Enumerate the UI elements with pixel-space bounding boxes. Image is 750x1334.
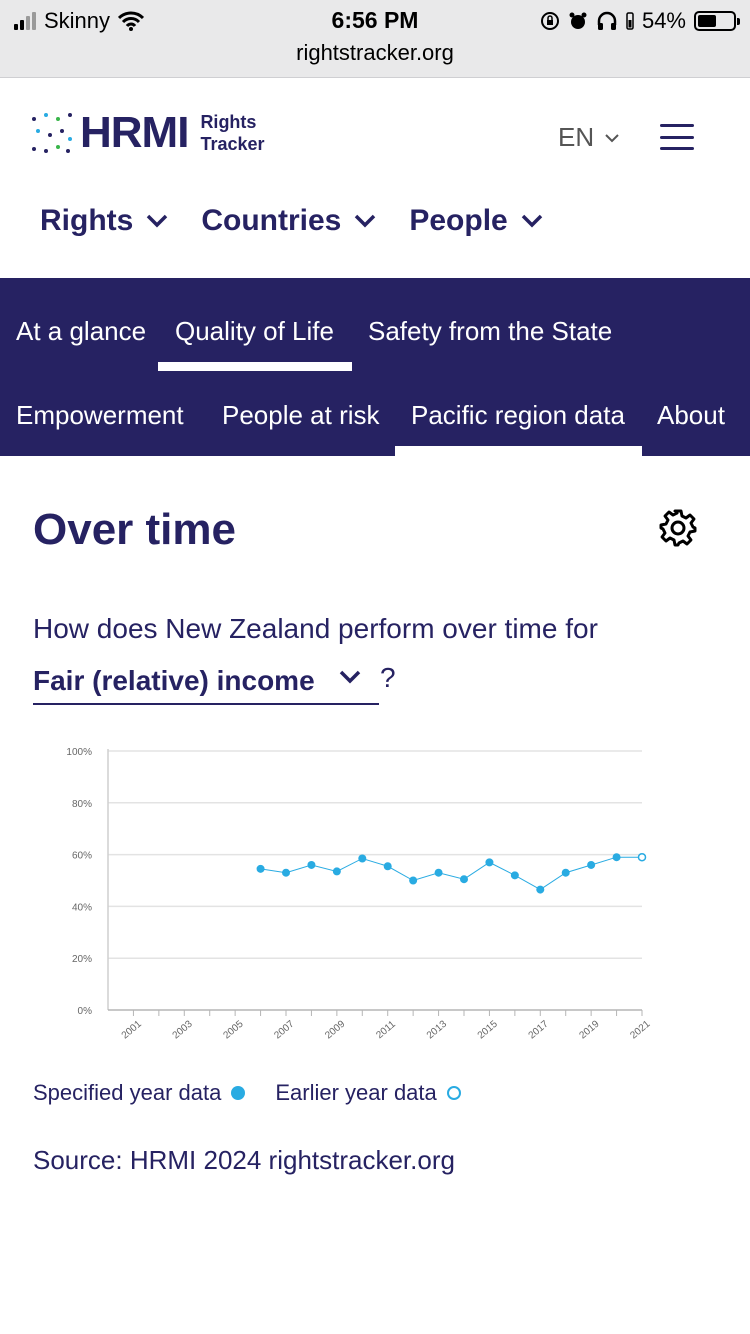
over-time-chart: 0% 20% 40% 60% 80% 100% 2001 2003 2005 2007 2009 20… (66, 747, 652, 1042)
carrier-group: Skinny (14, 8, 145, 34)
logo-sub-tracker: Tracker (200, 134, 265, 154)
tab-about[interactable]: About (657, 400, 725, 430)
question-mark: ? (380, 662, 396, 693)
chevron-down-icon (339, 670, 361, 684)
address-bar-url[interactable]: rightstracker.org (296, 40, 454, 65)
headphones-icon (597, 11, 617, 30)
source-note: Source: HRMI 2024 rightstracker.org (33, 1145, 455, 1175)
logo-dots-icon (32, 113, 72, 153)
nav-people-label: People (409, 204, 508, 237)
tab-at-a-glance[interactable]: At a glance (16, 316, 147, 346)
battery-percent: 54% (641, 8, 686, 33)
tab-people-at-risk[interactable]: People at risk (222, 400, 380, 430)
battery-mini-icon (626, 12, 634, 30)
data-point-specified (409, 876, 418, 885)
y-tick-label: 100% (66, 747, 92, 758)
y-tick-label: 20% (72, 954, 92, 965)
tab-empowerment[interactable]: Empowerment (16, 400, 184, 430)
section-tabs: At a glance Quality of Life Safety from … (0, 278, 750, 456)
y-tick-label: 0% (78, 1006, 93, 1017)
tab-hover-indicator (395, 446, 642, 456)
y-tick-label: 40% (72, 902, 92, 913)
legend-earlier-label: Earlier year data (275, 1080, 437, 1105)
x-tick-label: 2013 (425, 1018, 449, 1041)
data-point-specified (383, 862, 392, 871)
tab-safety-from-the-state[interactable]: Safety from the State (368, 316, 613, 346)
data-point-specified (510, 871, 519, 880)
x-tick-label: 2017 (527, 1018, 551, 1041)
data-point-earlier (637, 852, 647, 862)
site-header: HRMI Rights Tracker EN Rights Countries (0, 79, 750, 278)
language-selector[interactable]: EN (558, 122, 620, 153)
data-point-specified (561, 868, 570, 877)
logo-wordmark: HRMI (80, 108, 189, 157)
carrier-name: Skinny (44, 8, 111, 33)
rotation-lock-icon (540, 12, 559, 30)
x-tick-label: 2015 (476, 1018, 500, 1041)
page-title: Over time (33, 505, 236, 554)
logo-subtitle: Rights Tracker (196, 111, 264, 155)
data-point-specified (485, 858, 494, 867)
wifi-icon (118, 11, 145, 31)
nav-people[interactable]: People (409, 204, 543, 238)
chevron-down-icon (521, 214, 542, 228)
chevron-down-icon (605, 133, 619, 142)
data-point-specified (307, 860, 316, 869)
menu-line-icon (660, 135, 694, 139)
chevron-down-icon (147, 214, 168, 228)
nav-rights-label: Rights (40, 204, 134, 237)
x-tick-label: 2007 (272, 1018, 296, 1041)
battery-fill (698, 15, 717, 27)
x-tick-label: 2009 (323, 1018, 347, 1041)
hamburger-menu-button[interactable] (660, 124, 694, 150)
data-point-specified (587, 860, 596, 869)
data-point-specified (282, 868, 290, 877)
data-point-specified (332, 867, 341, 876)
menu-line-icon (660, 124, 694, 127)
x-tick-label: 2021 (628, 1018, 652, 1041)
data-point-specified (434, 868, 443, 877)
nav-countries-label: Countries (201, 204, 342, 237)
question-text: How does New Zealand perform over time f… (33, 613, 598, 644)
battery-icon (694, 11, 740, 31)
status-bar: Skinny 6:56 PM 54% (0, 0, 750, 78)
data-point-specified (612, 853, 621, 862)
data-point-specified (358, 854, 367, 863)
y-tick-label: 60% (72, 851, 92, 862)
y-tick-label: 80% (72, 799, 92, 810)
legend-specified-marker (231, 1086, 246, 1100)
active-tab-indicator (158, 362, 352, 371)
clock: 6:56 PM (331, 7, 419, 33)
indicator-dropdown[interactable]: Fair (relative) income (33, 659, 379, 705)
gear-icon[interactable] (658, 508, 698, 548)
indicator-label: Fair (relative) income (33, 665, 315, 696)
legend-specified-label: Specified year data (33, 1080, 222, 1105)
nav-countries[interactable]: Countries (201, 204, 377, 238)
x-tick-label: 2001 (120, 1018, 144, 1041)
tab-pacific-region-data[interactable]: Pacific region data (411, 400, 625, 430)
status-icons: 54% (540, 8, 740, 34)
x-tick-label: 2005 (221, 1018, 245, 1041)
logo-sub-rights: Rights (200, 112, 257, 132)
signal-icon (14, 12, 36, 30)
data-point-specified (536, 885, 545, 894)
menu-line-icon (660, 147, 694, 150)
nav-rights[interactable]: Rights (40, 204, 169, 238)
language-label: EN (558, 122, 595, 152)
x-tick-label: 2003 (171, 1018, 195, 1041)
legend-earlier-marker (446, 1086, 461, 1100)
hrmi-logo[interactable]: HRMI Rights Tracker (32, 111, 265, 155)
tab-quality-of-life[interactable]: Quality of Life (175, 316, 334, 346)
main-nav: Rights Countries People (40, 204, 544, 238)
x-tick-label: 2019 (577, 1018, 601, 1041)
data-point-specified (460, 875, 468, 884)
data-point-specified (256, 864, 265, 873)
chevron-down-icon (355, 214, 376, 228)
chart-legend: Specified year data Earlier year data (33, 1080, 461, 1106)
x-tick-label: 2011 (374, 1019, 398, 1042)
alarm-icon (569, 12, 587, 29)
